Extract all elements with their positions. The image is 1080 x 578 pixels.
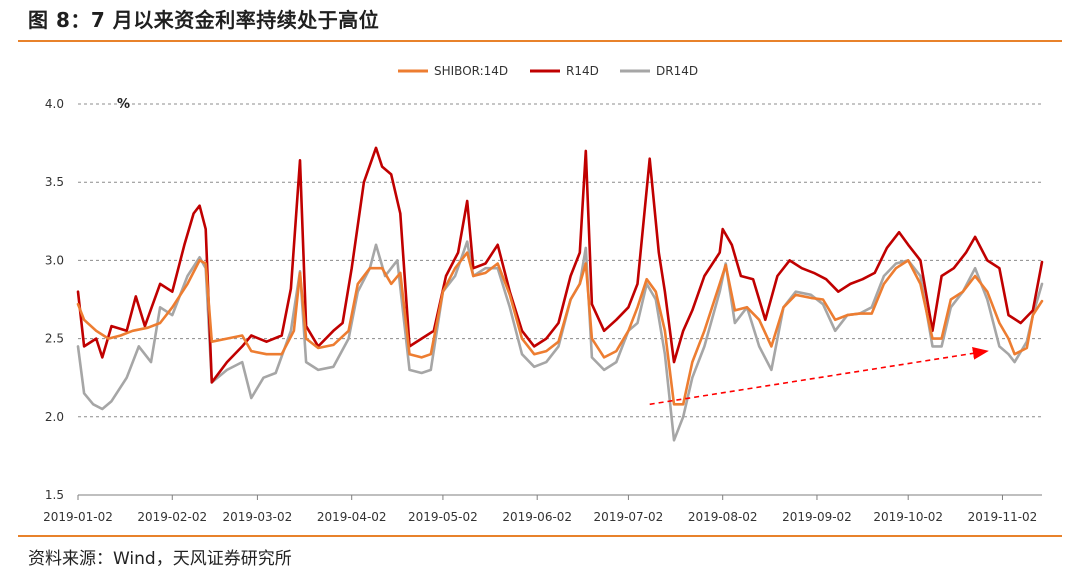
y-tick-label: 4.0 bbox=[45, 97, 64, 111]
y-tick-label: 2.0 bbox=[45, 410, 64, 424]
series-line-shibor bbox=[76, 251, 1044, 406]
y-tick-label: 3.5 bbox=[45, 175, 64, 189]
x-tick-label: 2019-01-02 bbox=[43, 510, 113, 524]
series-lines bbox=[76, 146, 1044, 442]
legend-label: R14D bbox=[566, 64, 599, 78]
x-tick-label: 2019-11-02 bbox=[968, 510, 1038, 524]
x-tick-label: 2019-09-02 bbox=[782, 510, 852, 524]
legend: SHIBOR:14D R14D DR14D bbox=[398, 64, 698, 78]
figure-title: 图 8：7 月以来资金利率持续处于高位 bbox=[28, 8, 380, 32]
annotations bbox=[649, 347, 989, 406]
y-tick-label: 1.5 bbox=[45, 488, 64, 502]
x-tick-label: 2019-04-02 bbox=[317, 510, 387, 524]
x-tick-label: 2019-05-02 bbox=[408, 510, 478, 524]
legend-label: SHIBOR:14D bbox=[434, 64, 508, 78]
x-tick-label: 2019-02-02 bbox=[137, 510, 207, 524]
y-tick-label: 2.5 bbox=[45, 332, 64, 346]
trend-arrow bbox=[649, 347, 989, 406]
legend-label: DR14D bbox=[656, 64, 698, 78]
y-tick-label: 3.0 bbox=[45, 253, 64, 267]
title-rule bbox=[18, 40, 1062, 42]
x-tick-label: 2019-03-02 bbox=[223, 510, 293, 524]
x-tick-label: 2019-06-02 bbox=[502, 510, 572, 524]
y-unit-label: % bbox=[117, 97, 130, 112]
x-tick-label: 2019-10-02 bbox=[873, 510, 943, 524]
x-tick-label: 2019-08-02 bbox=[688, 510, 758, 524]
series-line-r14d bbox=[76, 146, 1044, 384]
source-rule bbox=[18, 535, 1062, 537]
source-note: 资料来源：Wind，天风证券研究所 bbox=[28, 549, 292, 569]
x-tick-label: 2019-07-02 bbox=[594, 510, 664, 524]
axes: 4.0 3.5 3.0 2.5 2.0 1.5 2019-01-02 2019-02-02 20… bbox=[43, 97, 1042, 524]
